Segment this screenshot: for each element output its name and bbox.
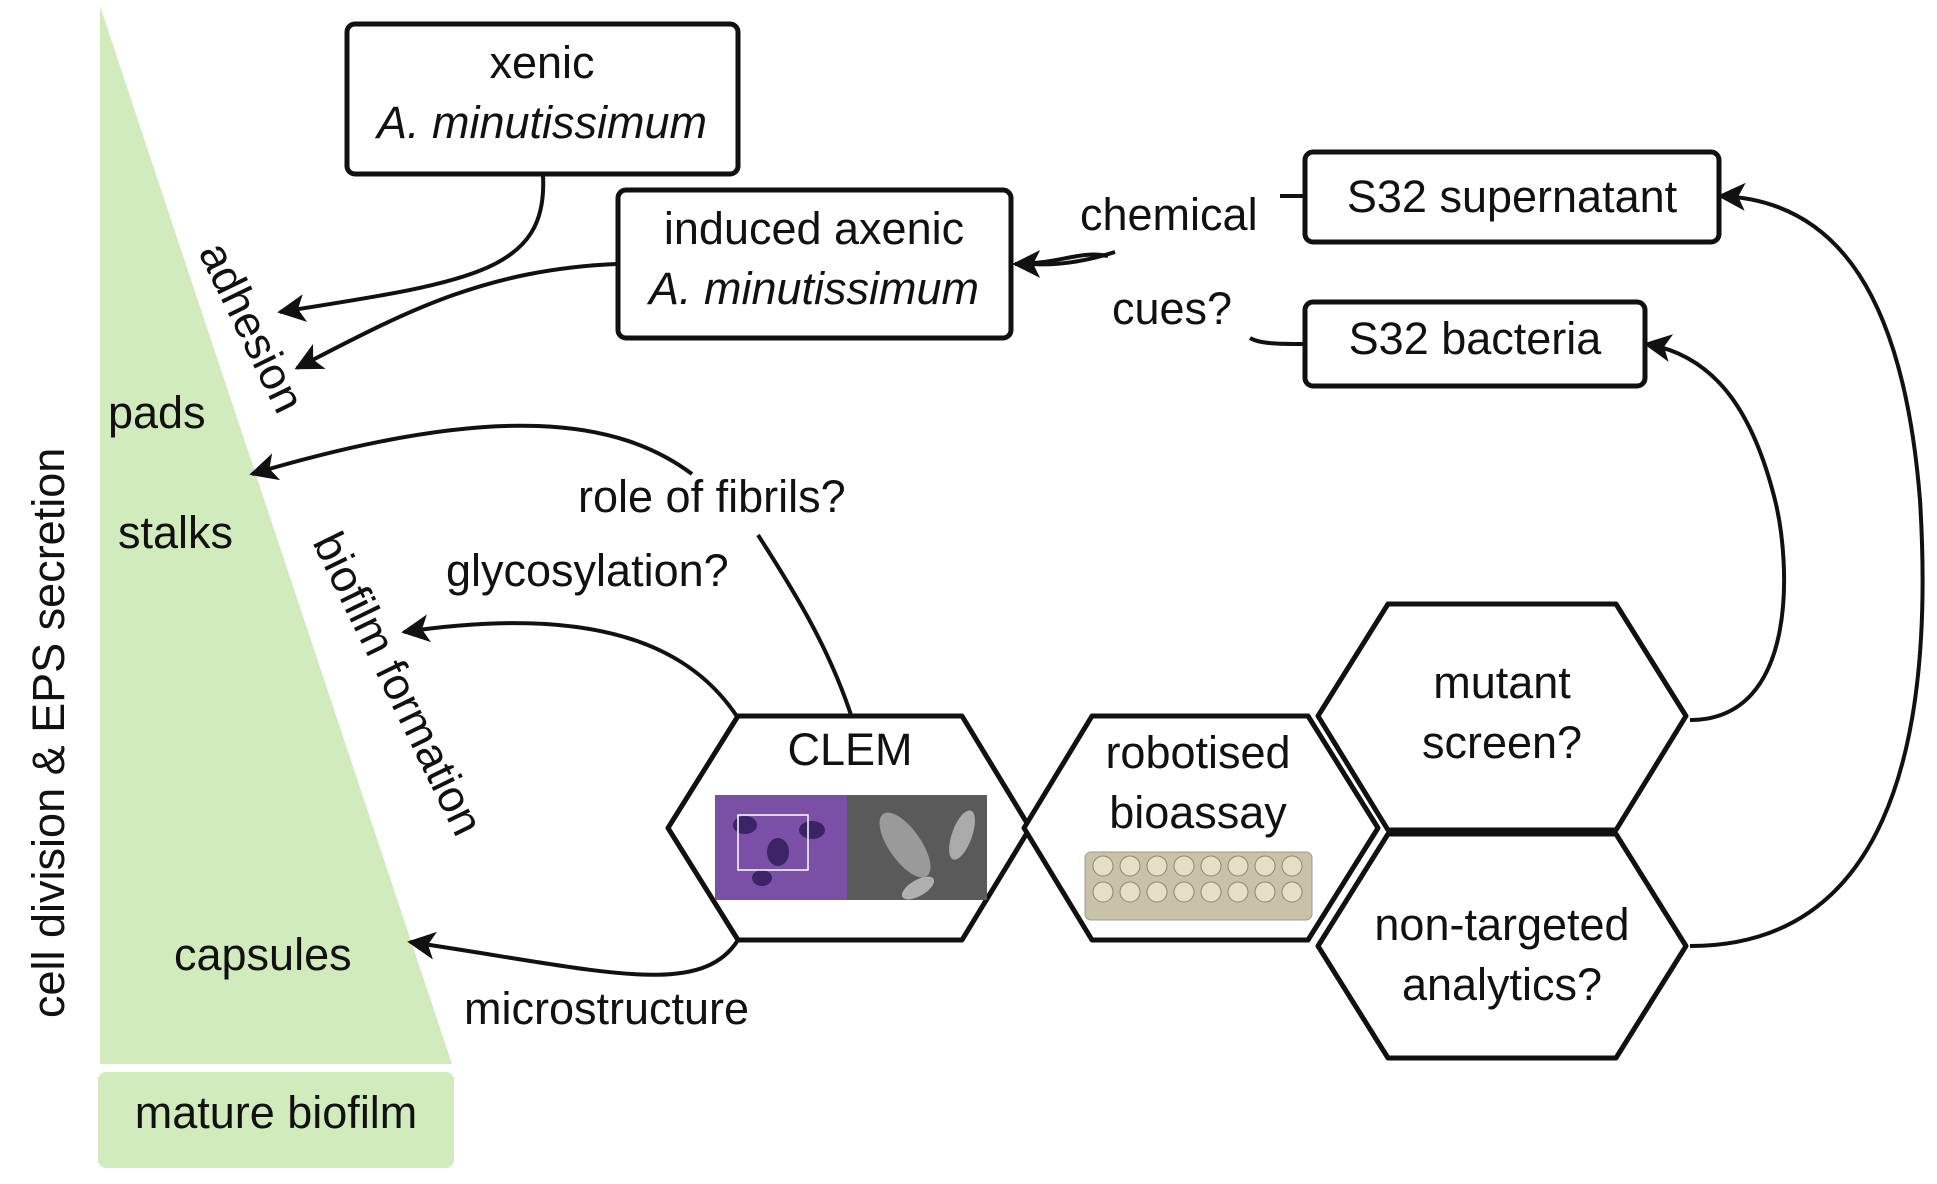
bioassay-label: bioassay	[1109, 787, 1287, 838]
cues-connector	[1248, 336, 1306, 346]
non-targeted-analytics-hexagon	[1315, 831, 1689, 1061]
chemical-label: chemical	[1080, 189, 1258, 240]
clem-to-fibrils-line	[756, 533, 854, 719]
xenic-to-adhesion-arrow	[277, 175, 546, 322]
robotised-label: robotised	[1105, 727, 1290, 778]
mature-biofilm-box	[98, 1072, 454, 1168]
fibrils-to-pads-arrow	[249, 423, 694, 481]
cell-division-label: cell division & EPS secretion	[23, 448, 74, 1018]
analytics-label: analytics?	[1402, 959, 1602, 1010]
mutant-to-bacteria-arrow	[1643, 334, 1787, 722]
process-wedge	[100, 6, 452, 1064]
clem-micrograph-icon	[715, 795, 987, 900]
mutant-label: mutant	[1433, 657, 1571, 708]
glycosylation-label: glycosylation?	[446, 545, 729, 596]
induced-axenic-label: induced axenic	[664, 203, 964, 254]
induced-to-adhesion-arrow	[294, 262, 617, 370]
xenic-box	[344, 21, 741, 177]
pads-label: pads	[108, 387, 206, 438]
capsules-label: capsules	[174, 929, 352, 980]
s32-supernatant-label: S32 supernatant	[1347, 171, 1678, 222]
mature-biofilm-label: mature biofilm	[135, 1087, 418, 1138]
stalks-label: stalks	[118, 507, 233, 558]
non-targeted-label: non-targeted	[1374, 899, 1629, 950]
glycosylation-arrow	[401, 614, 740, 720]
s32-bacteria-label: S32 bacteria	[1349, 313, 1603, 364]
mutant-screen-hexagon	[1315, 601, 1689, 833]
microstructure-arrow	[407, 931, 740, 977]
chemical-to-induced-arrow	[1029, 250, 1116, 267]
analytics-to-supernatant-arrow	[1689, 182, 1925, 948]
screen-label: screen?	[1422, 717, 1582, 768]
clem-label: CLEM	[787, 724, 912, 775]
xenic-species-label: A. minutissimum	[374, 97, 707, 148]
induced-axenic-box	[615, 187, 1014, 341]
microstructure-label: microstructure	[464, 983, 749, 1034]
role-of-fibrils-label: role of fibrils?	[578, 471, 846, 522]
xenic-label: xenic	[489, 37, 594, 88]
induced-species-label: A. minutissimum	[646, 263, 979, 314]
well-plate-icon	[1084, 851, 1313, 921]
cues-label: cues?	[1112, 283, 1232, 334]
